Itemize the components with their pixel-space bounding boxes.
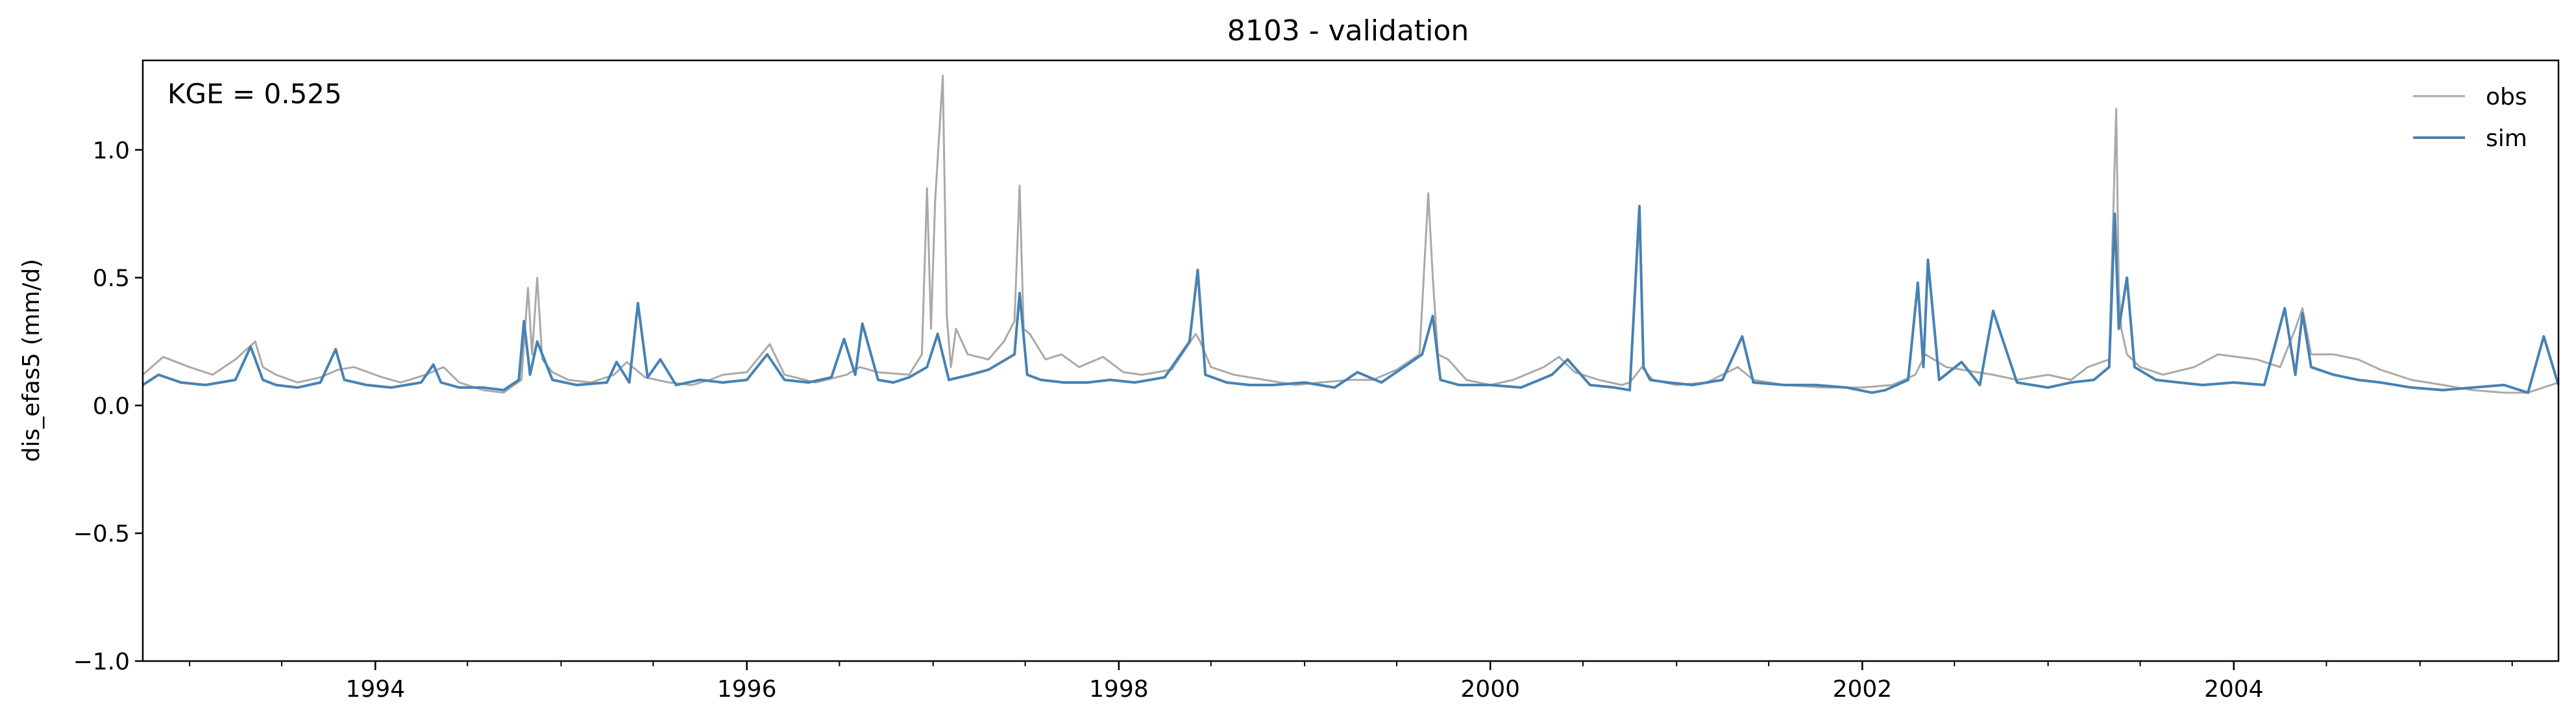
axes-layer: −1.0 −0.5 0.0 0.5 1.0 1994 1996 1998 2000 2002 200… <box>73 59 2560 703</box>
chart-title: 8103 - validation <box>1227 14 1469 47</box>
series-layer <box>141 75 2560 394</box>
y-tick-label: −0.5 <box>73 521 130 547</box>
x-tick-label: 1996 <box>717 676 777 703</box>
series-line-sim <box>141 205 2560 394</box>
x-tick-label: 1994 <box>346 676 406 703</box>
legend-label-sim: sim <box>2486 125 2527 152</box>
legend: obs sim <box>2413 84 2527 152</box>
y-tick-label: 0.0 <box>93 393 130 419</box>
x-tick-label: 1998 <box>1089 676 1149 703</box>
x-tick-label: 2004 <box>2204 676 2264 703</box>
series-line-obs <box>142 75 2559 394</box>
legend-label-obs: obs <box>2486 84 2527 110</box>
y-tick-label: 1.0 <box>93 138 130 164</box>
plot-frame <box>141 59 2560 662</box>
y-tick-label: −1.0 <box>73 649 130 675</box>
x-tick-label: 2002 <box>1833 676 1893 703</box>
y-tick-label: 0.5 <box>93 266 130 292</box>
x-tick-label: 2000 <box>1460 676 1520 703</box>
kge-annotation: KGE = 0.525 <box>167 78 342 110</box>
y-axis-label: dis_efas5 (mm/d) <box>18 259 45 462</box>
